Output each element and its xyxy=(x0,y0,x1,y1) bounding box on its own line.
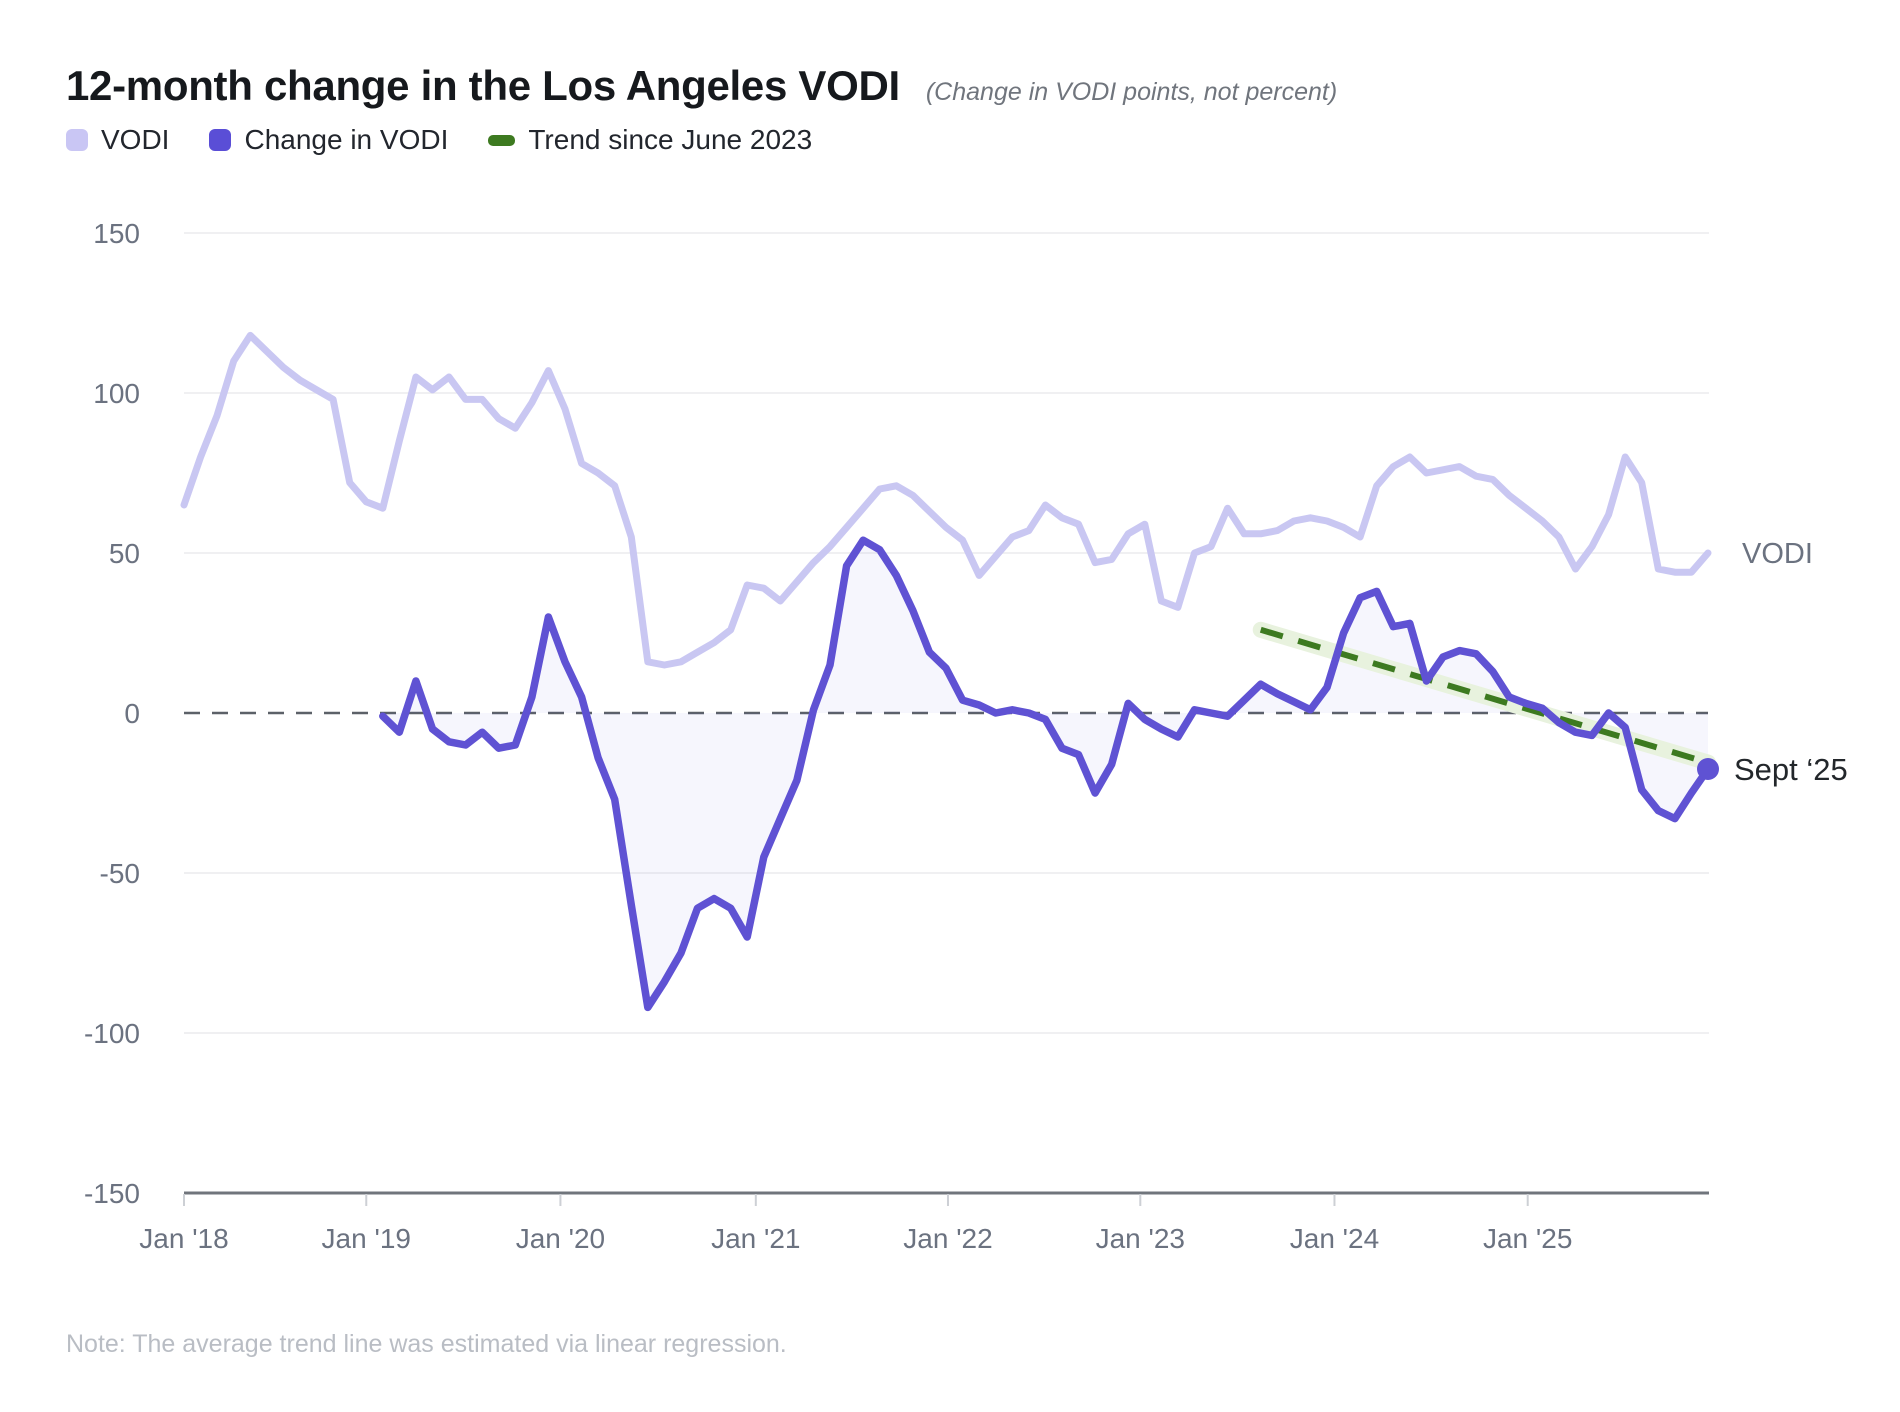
chart-legend: VODI Change in VODI Trend since June 202… xyxy=(66,124,812,156)
y-tick-label: 0 xyxy=(124,698,140,729)
change-line xyxy=(379,536,1712,1012)
x-tick-label: Jan '21 xyxy=(711,1223,800,1254)
y-tick-label: -100 xyxy=(84,1018,140,1049)
legend-label-vodi: VODI xyxy=(101,124,170,155)
vodi-line-label: VODI xyxy=(1742,538,1813,570)
chart-header: 12-month change in the Los Angeles VODI … xyxy=(66,62,1337,110)
y-tick-label: 100 xyxy=(93,378,140,409)
legend-item-change: Change in VODI xyxy=(209,124,448,156)
legend-label-change: Change in VODI xyxy=(244,124,449,155)
change-swatch-icon xyxy=(209,129,232,151)
legend-item-vodi: VODI xyxy=(66,124,169,156)
trend-swatch-icon xyxy=(488,134,516,146)
x-tick-label: Jan '18 xyxy=(139,1223,228,1254)
x-tick-label: Jan '25 xyxy=(1483,1223,1572,1254)
x-tick-label: Jan '24 xyxy=(1290,1223,1379,1254)
y-tick-label: -50 xyxy=(100,858,140,889)
chart-subtitle: (Change in VODI points, not percent) xyxy=(925,78,1338,106)
y-tick-label: -150 xyxy=(84,1178,140,1209)
y-tick-label: 50 xyxy=(109,538,140,569)
x-tick-label: Jan '20 xyxy=(516,1223,605,1254)
last-point-label: Sept ‘25 xyxy=(1734,752,1848,787)
legend-item-trend: Trend since June 2023 xyxy=(488,124,812,156)
vodi-swatch-icon xyxy=(66,129,88,151)
x-tick-label: Jan '19 xyxy=(322,1223,411,1254)
page-title: 12-month change in the Los Angeles VODI xyxy=(66,62,900,109)
x-tick-label: Jan '23 xyxy=(1096,1223,1185,1254)
y-tick-label: 150 xyxy=(93,218,140,249)
vodi-line xyxy=(180,331,1712,669)
footnote: Note: The average trend line was estimat… xyxy=(66,1330,787,1358)
legend-label-trend: Trend since June 2023 xyxy=(528,124,813,155)
last-point-dot xyxy=(1697,758,1719,780)
change-area-fill xyxy=(382,540,1708,1008)
x-tick-label: Jan '22 xyxy=(903,1223,992,1254)
